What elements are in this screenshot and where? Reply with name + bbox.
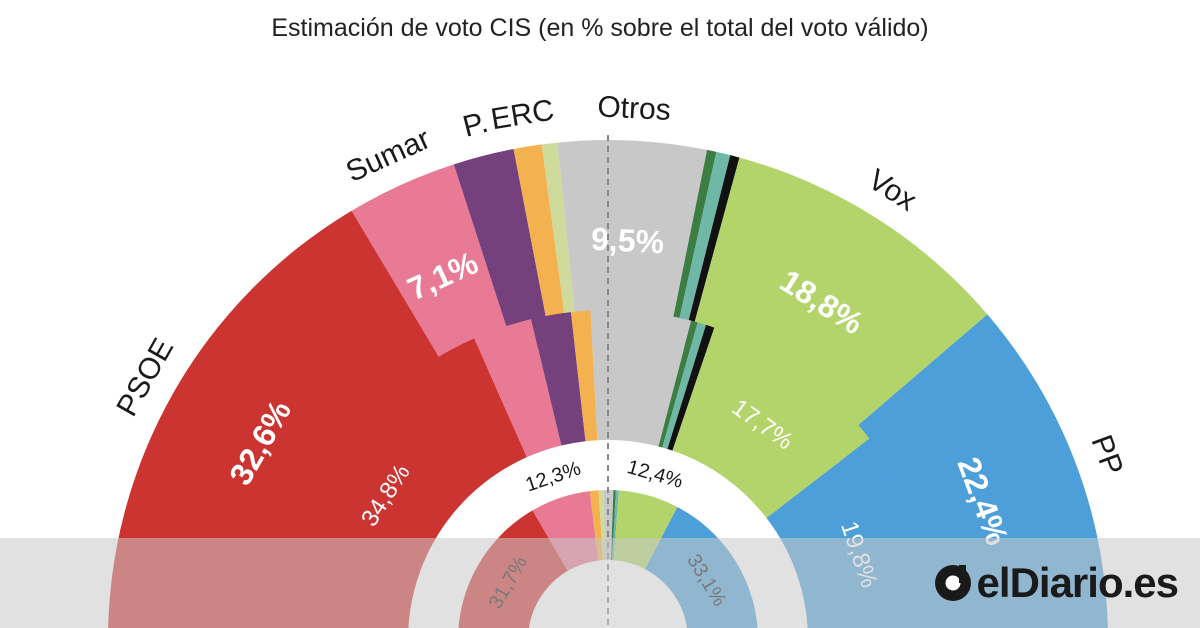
logo-icon: [934, 565, 971, 601]
segment-middle-small_teal: [662, 322, 707, 450]
value-label-outer-otros: 9,5%: [590, 221, 665, 261]
party-label-podemos: P.: [460, 106, 492, 144]
party-label-erc: ERC: [489, 94, 557, 137]
segment-outer-small_black: [681, 155, 740, 351]
segment-outer-psoe: [108, 210, 455, 628]
segment-middle-otros: [590, 310, 692, 447]
segment-middle-erc: [570, 310, 598, 442]
segment-outer-erc: [513, 144, 569, 346]
segment-outer-small_teal: [673, 151, 731, 350]
chart-title: Estimación de voto CIS (en % sobre el to…: [271, 14, 929, 42]
segment-middle-podemos: [531, 312, 586, 446]
segment-outer-otros: [557, 140, 708, 346]
segment-outer-small_green1: [667, 149, 717, 348]
segment-middle-vox: [672, 327, 870, 518]
segment-outer-podemos: [453, 148, 552, 355]
brand-logo: elDiario.es: [933, 556, 1179, 610]
party-label-pp: PP: [1084, 431, 1129, 480]
value-label-inner-sumar: 12,3%: [523, 457, 584, 496]
footer-overlay: [0, 538, 1200, 628]
brand-name: elDiario.es: [976, 559, 1179, 606]
segment-outer-sumar: [351, 164, 516, 383]
segment-middle-sumar: [474, 319, 562, 458]
segment-outer-small_left: [541, 142, 578, 343]
value-label-inner-vox: 12,4%: [625, 456, 686, 493]
segment-middle-small_black: [667, 324, 715, 451]
party-label-otros: Otros: [597, 90, 672, 127]
party-label-vox: Vox: [862, 163, 922, 218]
segment-middle-small_green1: [658, 320, 698, 448]
